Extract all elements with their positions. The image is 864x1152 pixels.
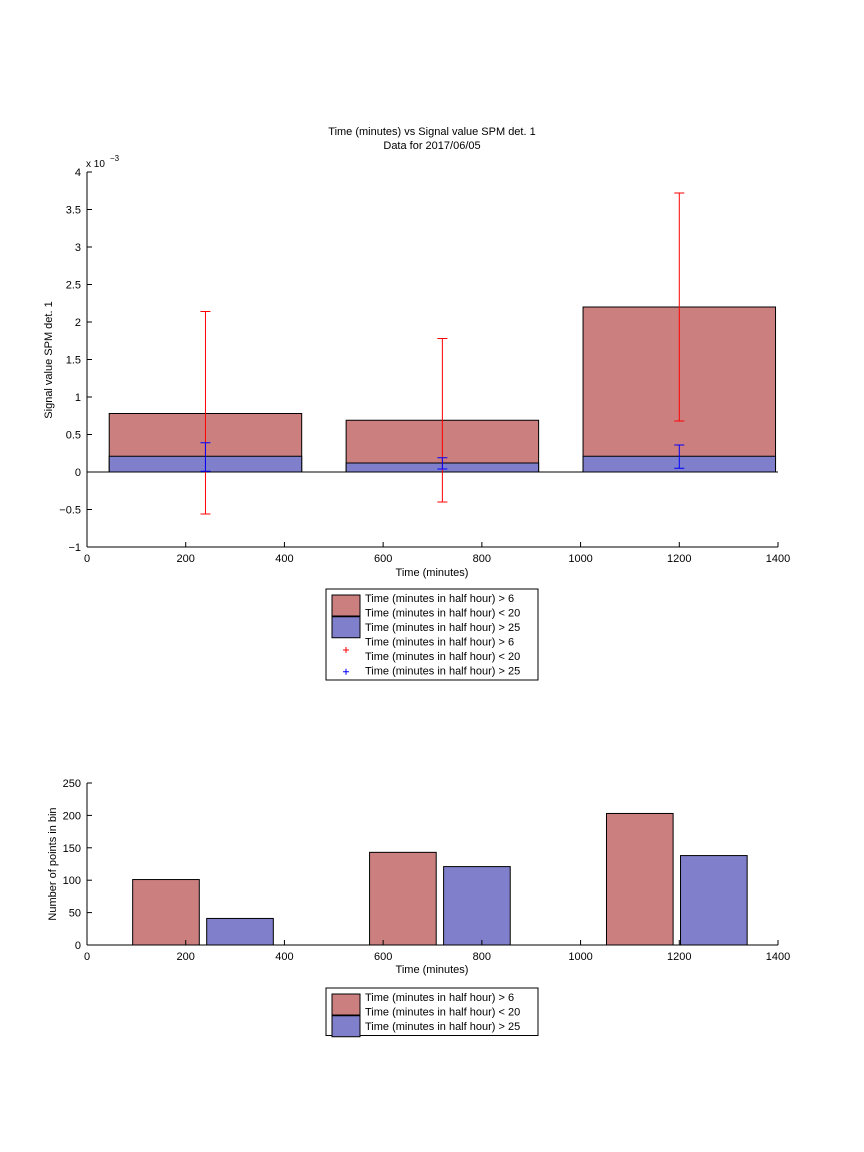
legend-swatch-1 [331, 1015, 361, 1038]
y-tick-label: 2.5 [66, 280, 81, 292]
chart2-axes: 0 200 400 600 800 1000 1200 1400 0 50 100 150 200 250 [63, 778, 791, 963]
chart1-errorbars [200, 192, 685, 515]
y-tick-label: −0.5 [59, 505, 81, 517]
y-tick-label: 50 [69, 908, 81, 920]
y-tick-label: 0 [75, 940, 81, 952]
legend-swatch-1 [331, 616, 361, 639]
legend-label: Time (minutes in half hour) < 20 [365, 608, 520, 620]
x-tick-label: 0 [84, 553, 90, 565]
y-tick-label: 3.5 [66, 205, 81, 217]
legend-label: Time (minutes in half hour) > 25 [365, 666, 520, 678]
x-tick-label: 1000 [568, 553, 592, 565]
x-tick-label: 800 [473, 951, 491, 963]
signal-chart: Time (minutes) vs Signal value SPM det. … [43, 126, 790, 579]
legend-box [325, 987, 539, 1036]
chart1-title: Time (minutes) vs Signal value SPM det. … [328, 126, 535, 138]
chart2-bar-s1-b1 [443, 866, 511, 946]
x-tick-label: 600 [374, 951, 392, 963]
y-tick-label: 2 [75, 317, 81, 329]
legend-label: Time (minutes in half hour) < 20 [365, 651, 520, 663]
y-tick-label: 150 [63, 843, 81, 855]
chart1-y-exponent: x 10 −3 [86, 154, 120, 170]
x-tick-label: 200 [177, 553, 195, 565]
chart2-bar-s0-b1 [369, 851, 437, 946]
legend-box [325, 588, 539, 681]
chart1-y-exponent-label: x 10 [86, 159, 105, 170]
chart2-xlabel: Time (minutes) [396, 964, 469, 976]
legend-label: Time (minutes in half hour) > 25 [365, 622, 520, 634]
x-tick-label: 1400 [766, 553, 790, 565]
legend-label: Time (minutes in half hour) > 6 [365, 992, 514, 1004]
chart1-ylabel: Signal value SPM det. 1 [43, 301, 55, 418]
chart2-bar-s0-b2 [605, 812, 674, 946]
legend-label: Time (minutes in half hour) > 6 [365, 593, 514, 605]
y-tick-label: 4 [75, 167, 81, 179]
x-tick-label: 400 [275, 951, 293, 963]
x-tick-label: 1400 [766, 951, 790, 963]
y-tick-label: −1 [68, 542, 81, 554]
legend-label: Time (minutes in half hour) > 25 [365, 1021, 520, 1033]
x-tick-label: 400 [275, 553, 293, 565]
legend-label: Time (minutes in half hour) < 20 [365, 1007, 520, 1019]
y-tick-label: 0.5 [66, 430, 81, 442]
chart2-ylabel: Number of points in bin [47, 807, 59, 920]
chart1-bars [87, 306, 778, 473]
chart1-y-exponent-power: −3 [110, 154, 120, 163]
chart2-legend: Time (minutes in half hour) > 6 Time (min… [325, 987, 539, 1038]
x-tick-label: 200 [177, 951, 195, 963]
count-chart: Time (minutes) Number of points in bin 0… [47, 778, 790, 976]
x-tick-label: 0 [84, 951, 90, 963]
chart1-axes: 0 200 400 600 800 1000 1200 1400 −1 −0.5 0 0.5 1 1.5 2… [59, 167, 790, 565]
chart1-xlabel: Time (minutes) [396, 567, 469, 579]
x-tick-label: 600 [374, 553, 392, 565]
chart2-bar-s1-b0 [206, 917, 274, 946]
x-tick-label: 800 [473, 553, 491, 565]
chart1-subtitle: Data for 2017/06/05 [383, 140, 480, 152]
x-tick-label: 1000 [568, 951, 592, 963]
y-tick-label: 0 [75, 467, 81, 479]
x-tick-label: 1200 [667, 951, 691, 963]
chart2-bar-s1-b2 [680, 855, 748, 946]
legend-swatch-0 [331, 594, 361, 617]
y-tick-label: 1 [75, 392, 81, 404]
legend-swatch-0 [331, 993, 361, 1016]
chart1-legend: Time (minutes in half hour) > 6 Time (min… [325, 588, 539, 681]
legend-label: Time (minutes in half hour) > 6 [365, 637, 514, 649]
chart2-bars [132, 812, 748, 946]
y-tick-label: 100 [63, 875, 81, 887]
x-tick-label: 1200 [667, 553, 691, 565]
y-tick-label: 1.5 [66, 355, 81, 367]
y-tick-label: 3 [75, 242, 81, 254]
chart2-bar-s0-b0 [132, 879, 200, 946]
y-tick-label: 200 [63, 810, 81, 822]
y-tick-label: 250 [63, 778, 81, 790]
